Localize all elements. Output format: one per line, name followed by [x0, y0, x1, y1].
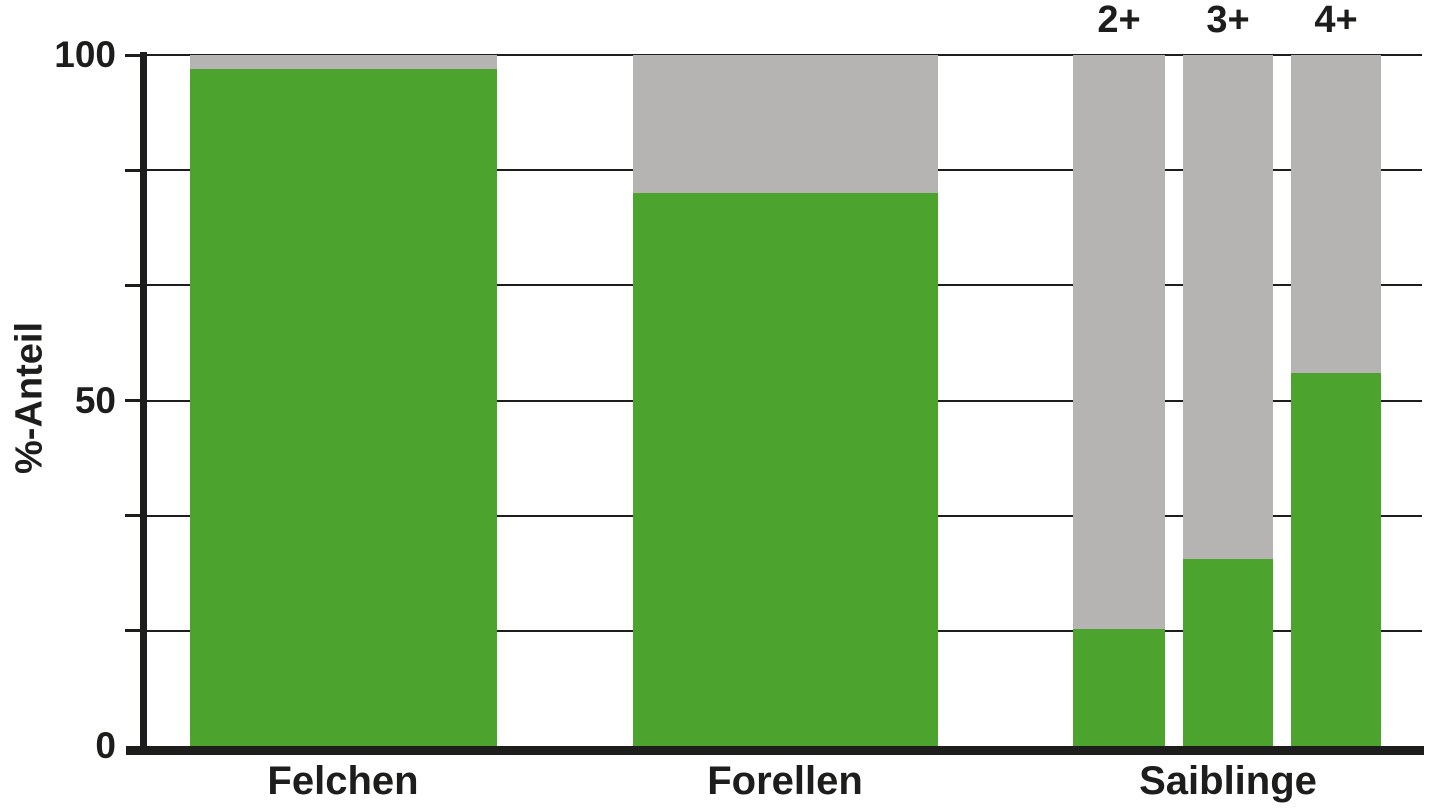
bar-saiblinge-2plus [1073, 55, 1165, 746]
segment-grey [633, 55, 938, 194]
age-class-label-3plus: 3+ [1206, 0, 1250, 41]
y-tick-83 [125, 168, 141, 172]
plot-area [145, 54, 1422, 746]
segment-green [190, 68, 497, 746]
y-axis-line [140, 52, 147, 755]
segment-grey [1073, 55, 1165, 629]
x-axis-baseline [126, 746, 1424, 755]
segment-grey [1291, 55, 1381, 373]
category-label-forellen: Forellen [707, 759, 863, 803]
category-label-felchen: Felchen [267, 759, 419, 803]
segment-green [1183, 559, 1273, 746]
bar-forellen [633, 55, 938, 746]
y-tick-33 [125, 514, 141, 518]
segment-green [1073, 628, 1165, 746]
age-class-label-4plus: 4+ [1314, 0, 1358, 41]
bar-saiblinge-3plus [1183, 55, 1273, 746]
y-tick-label-50: 50 [74, 379, 116, 421]
age-class-label-2plus: 2+ [1097, 0, 1141, 41]
segment-grey [190, 55, 497, 69]
bar-felchen [190, 55, 497, 746]
y-tick-label-100: 100 [54, 34, 116, 75]
segment-grey [1183, 55, 1273, 560]
y-tick-67 [125, 283, 141, 287]
bar-saiblinge-4plus [1291, 55, 1381, 746]
segment-green [633, 193, 938, 746]
y-tick-100 [125, 53, 141, 57]
category-label-saiblinge: Saiblinge [1139, 759, 1317, 803]
segment-green [1291, 372, 1381, 746]
y-tick-label-0: 0 [95, 725, 116, 766]
y-tick-50 [125, 399, 141, 402]
y-tick-17 [125, 629, 141, 633]
